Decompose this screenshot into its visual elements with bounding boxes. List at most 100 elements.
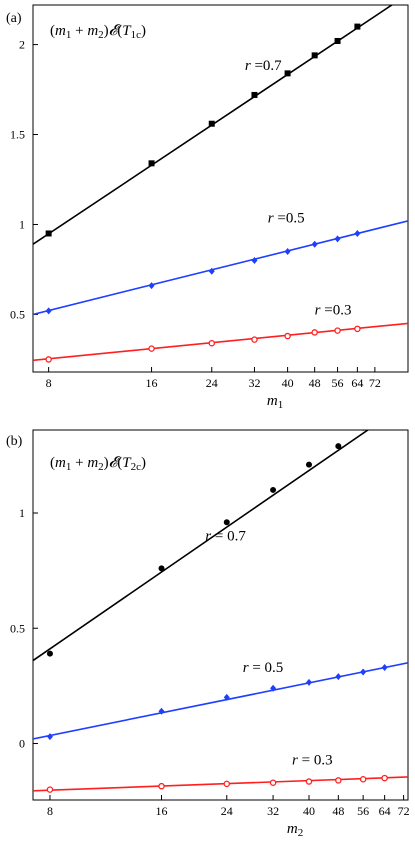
data-point <box>251 91 258 98</box>
fit-line <box>33 430 370 662</box>
data-point <box>269 779 277 786</box>
data-point <box>46 650 53 657</box>
y-tick-label: 0.5 <box>10 307 25 321</box>
series-r-0-5 <box>33 662 408 741</box>
fit-line <box>33 5 394 245</box>
data-point <box>334 235 341 243</box>
data-point <box>311 52 318 59</box>
data-point <box>158 565 165 572</box>
fit-line <box>33 776 408 792</box>
data-point <box>158 707 165 715</box>
data-point <box>334 327 341 334</box>
series-r-0-5 <box>33 220 408 316</box>
series-label: r =0.3 <box>315 302 352 318</box>
data-point <box>46 733 53 741</box>
data-point <box>334 37 341 44</box>
x-tick-label: 48 <box>332 804 344 818</box>
series-label: r =0.5 <box>268 211 305 227</box>
data-point <box>335 443 342 450</box>
x-tick-label: 32 <box>267 804 279 818</box>
x-tick-label: 48 <box>309 376 321 390</box>
y-tick-label: 0.5 <box>10 621 25 635</box>
x-tick-label: 72 <box>369 376 381 390</box>
data-point <box>45 307 52 315</box>
x-tick-label: 16 <box>156 804 168 818</box>
data-point <box>305 678 312 686</box>
y-tick-label: 0 <box>19 737 25 751</box>
fit-line <box>33 662 408 740</box>
y-tick-label: 1.5 <box>10 128 25 142</box>
y-tick-label: 2 <box>19 38 25 52</box>
x-tick-label: 56 <box>357 804 369 818</box>
data-point <box>359 776 367 783</box>
data-point <box>381 774 388 782</box>
data-point <box>284 247 291 255</box>
data-point <box>270 486 277 493</box>
data-point <box>158 782 165 790</box>
data-point <box>148 160 155 167</box>
y-axis-title: (m1 + m2)𝓔(T2c) <box>50 455 146 473</box>
data-point <box>45 356 52 363</box>
x-tick-label: 64 <box>379 804 391 818</box>
panel-a: 8 16 24 32 40 48 56 64 72 0.5 1 1.5 2 (a) (m1 + m2)𝓔(T… <box>6 4 409 411</box>
panel-tag: (b) <box>6 434 23 449</box>
y-axis-title: (m1 + m2)𝓔(T1c) <box>50 23 146 41</box>
data-point <box>311 329 318 336</box>
data-point <box>354 23 361 30</box>
data-point <box>208 120 215 127</box>
series-r-0-3 <box>33 322 408 363</box>
data-point <box>46 786 54 793</box>
data-point <box>223 519 230 526</box>
panel-tag: (a) <box>6 11 22 26</box>
series-label: r =0.7 <box>245 58 282 74</box>
data-point <box>382 411 388 417</box>
x-tick-label: 8 <box>46 376 52 390</box>
data-point <box>251 336 258 343</box>
data-point <box>311 240 318 248</box>
x-axis-title: m1 <box>267 393 283 411</box>
plot-frame <box>32 429 409 801</box>
data-point <box>270 684 277 692</box>
x-tick-label: 72 <box>398 804 410 818</box>
data-point <box>354 229 361 237</box>
series-label: r = 0.5 <box>243 660 284 676</box>
data-point <box>208 267 215 275</box>
series-label: r = 0.3 <box>292 752 333 768</box>
y-tick-label: 1 <box>19 217 25 231</box>
data-point <box>284 70 291 77</box>
plot-frame <box>32 4 409 373</box>
fit-line <box>33 220 408 316</box>
data-point <box>148 345 155 352</box>
data-point <box>208 339 216 347</box>
data-point <box>354 325 361 333</box>
data-point <box>45 230 52 237</box>
data-point <box>148 282 155 290</box>
series-label: r = 0.7 <box>205 529 246 545</box>
x-tick-label: 24 <box>221 804 233 818</box>
data-point <box>305 461 312 468</box>
series-r-0-3 <box>33 774 408 793</box>
x-tick-label: 16 <box>146 376 158 390</box>
data-point <box>251 256 258 264</box>
x-tick-label: 40 <box>282 376 294 390</box>
data-point <box>284 332 291 340</box>
x-tick-label: 40 <box>303 804 315 818</box>
x-tick-label: 56 <box>332 376 344 390</box>
x-tick-label: 64 <box>351 376 363 390</box>
x-tick-label: 24 <box>206 376 218 390</box>
series-r-0-7 <box>33 411 388 662</box>
data-point <box>360 668 367 676</box>
data-point <box>361 430 366 431</box>
series-r-0-7 <box>33 5 394 245</box>
data-point <box>335 673 342 681</box>
y-tick-label: 1 <box>19 506 25 520</box>
x-tick-label: 8 <box>47 804 53 818</box>
data-point <box>223 693 230 701</box>
data-point <box>381 663 388 671</box>
fit-line <box>33 322 408 362</box>
data-point <box>305 778 313 785</box>
x-axis-title: m2 <box>287 821 303 839</box>
data-point <box>335 777 342 784</box>
x-tick-label: 32 <box>248 376 260 390</box>
